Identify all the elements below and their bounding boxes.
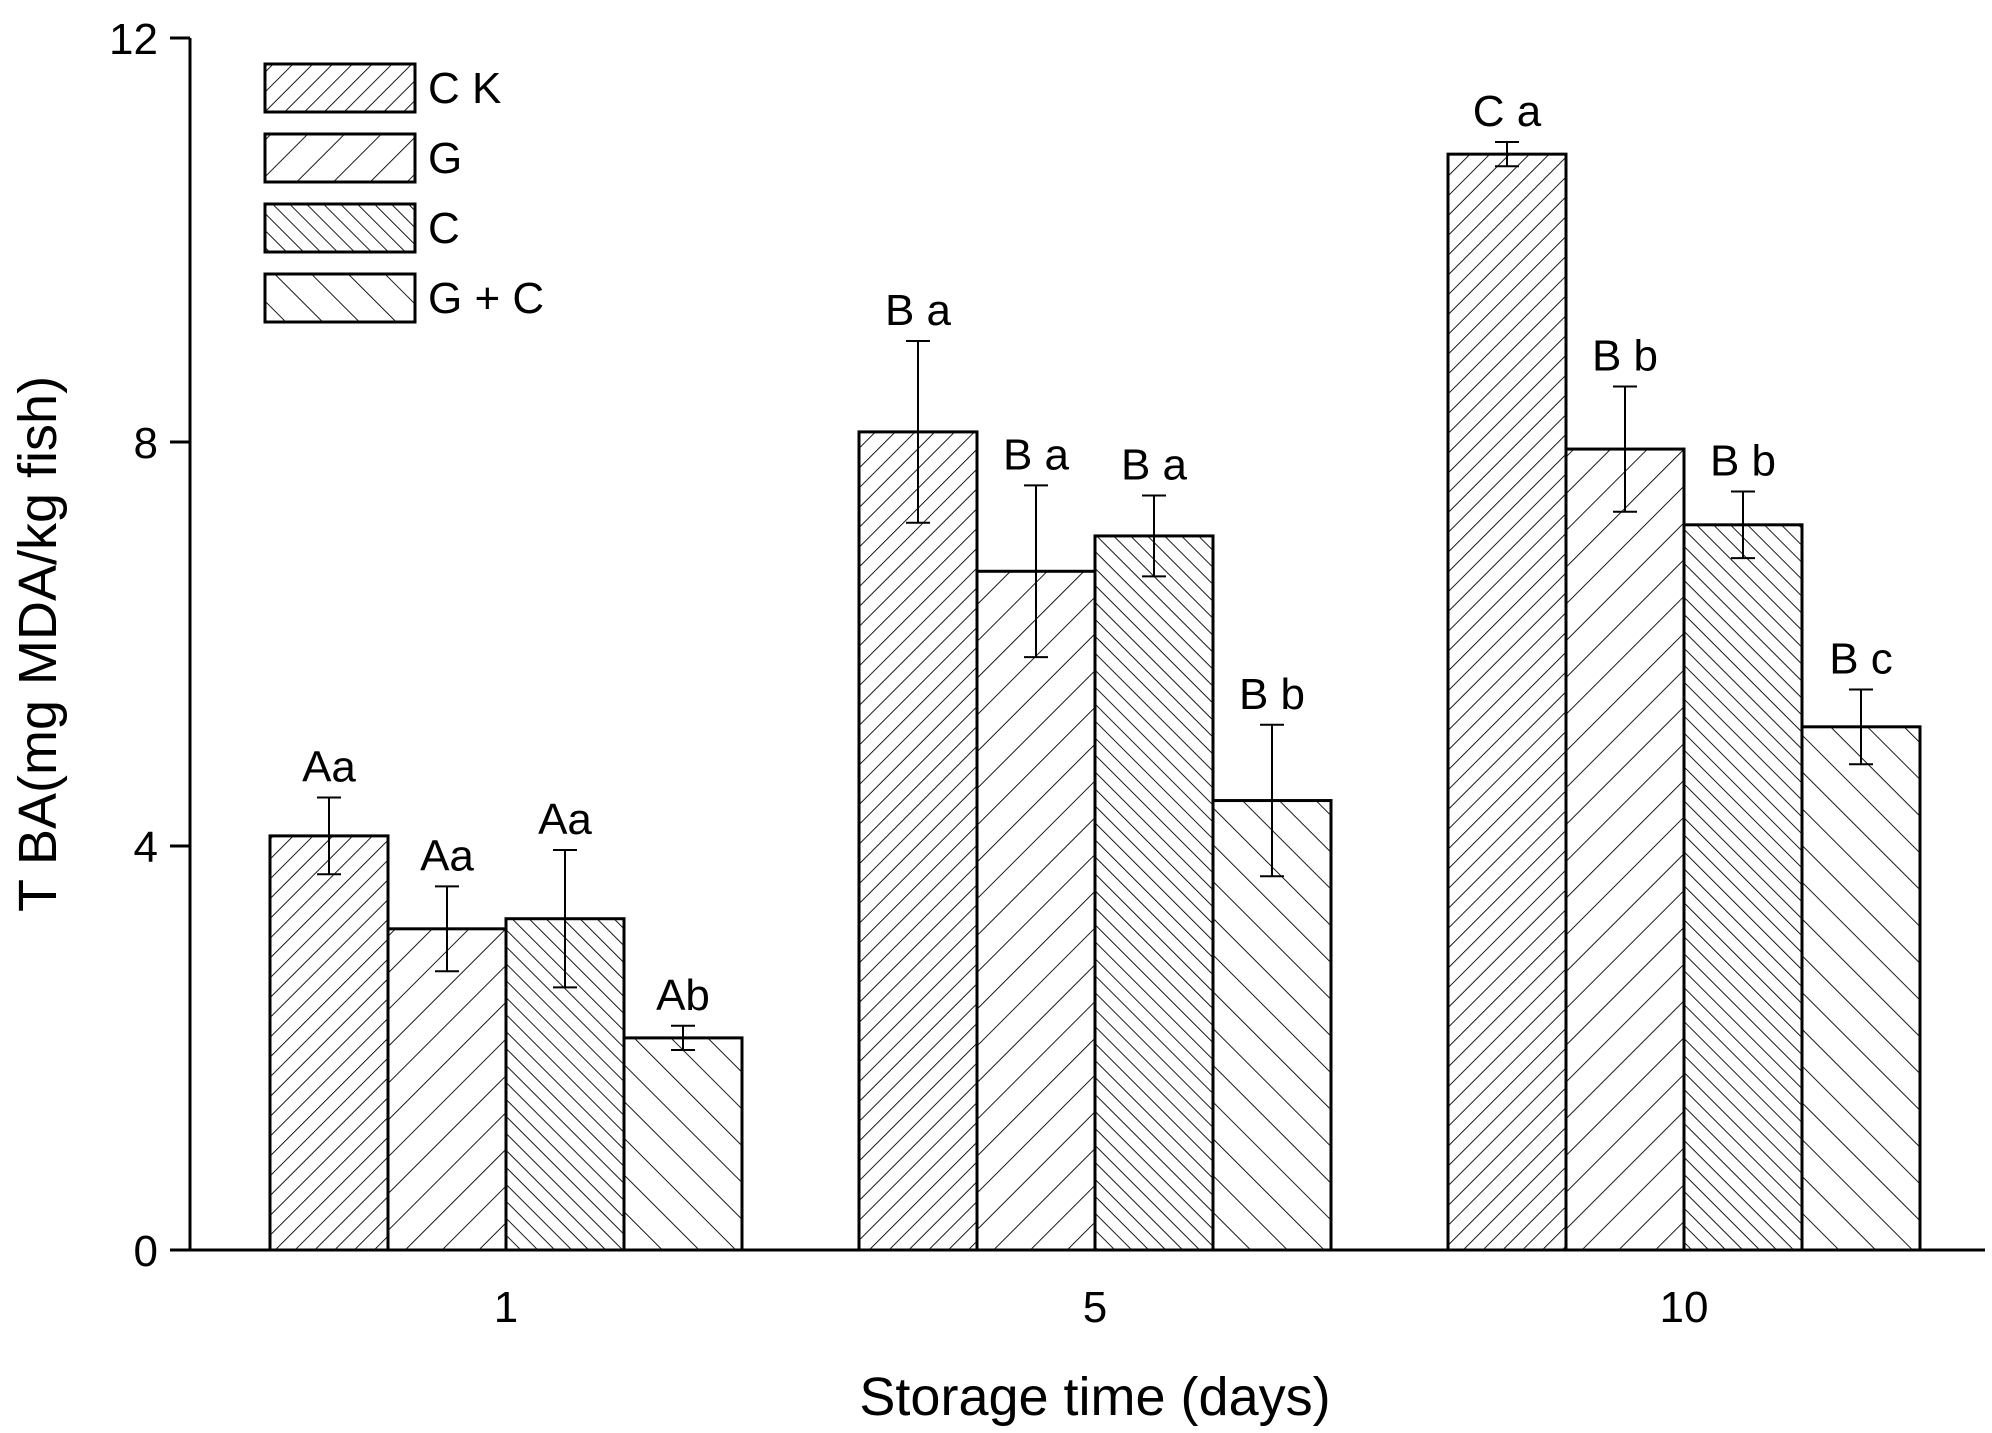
bar-significance-label: B b	[1239, 670, 1305, 719]
bar-significance-label: B a	[1121, 441, 1188, 490]
error-bars-group	[317, 141, 1873, 1052]
x-ticks-group: 1 5 10	[494, 1283, 1709, 1332]
bar-significance-label: B b	[1710, 436, 1776, 485]
bar	[268, 834, 390, 1252]
x-axis-label: Storage time (days)	[859, 1367, 1330, 1427]
legend-swatch	[263, 132, 417, 184]
y-axis-label: T BA(mg MDA/kg fish)	[8, 376, 68, 912]
x-tick-label: 10	[1660, 1283, 1709, 1332]
bar	[1093, 534, 1215, 1252]
bar	[386, 927, 508, 1252]
legend-swatch	[263, 62, 417, 114]
legend-label: G	[428, 134, 462, 183]
y-ticks-group: 0 4 8 12	[109, 15, 190, 1276]
bar-significance-label: C a	[1473, 87, 1542, 136]
legend-swatch	[263, 202, 417, 254]
bar	[1800, 725, 1922, 1252]
bar	[1564, 447, 1686, 1252]
bar-labels-group: Aa Aa Aa Ab B a B a B a B b C a B b B b B c	[302, 87, 1893, 1020]
bar-significance-label: Aa	[538, 795, 592, 844]
bars-group	[268, 152, 1922, 1252]
legend-swatch	[263, 272, 417, 324]
bar	[1446, 152, 1568, 1252]
bar-significance-label: Aa	[302, 743, 356, 792]
bar-significance-label: B c	[1829, 634, 1893, 683]
legend: C K GC G + C	[263, 62, 544, 324]
bar-significance-label: B b	[1592, 331, 1658, 380]
bar	[1682, 523, 1804, 1252]
bar	[857, 430, 979, 1252]
bar	[975, 569, 1097, 1252]
legend-label: C K	[428, 64, 501, 113]
y-tick-label: 12	[109, 15, 158, 64]
bar-significance-label: Aa	[420, 831, 474, 880]
x-tick-label: 5	[1083, 1283, 1107, 1332]
bar-significance-label: Ab	[656, 971, 710, 1020]
legend-label: G + C	[428, 274, 544, 323]
bar-significance-label: B a	[1003, 430, 1070, 479]
y-tick-label: 4	[134, 823, 158, 872]
bar-significance-label: B a	[885, 286, 952, 335]
y-tick-label: 8	[134, 419, 158, 468]
legend-label: C	[428, 204, 460, 253]
axes-group	[188, 38, 1985, 1252]
x-tick-label: 1	[494, 1283, 518, 1332]
y-tick-label: 0	[134, 1227, 158, 1276]
bar	[622, 1036, 744, 1252]
